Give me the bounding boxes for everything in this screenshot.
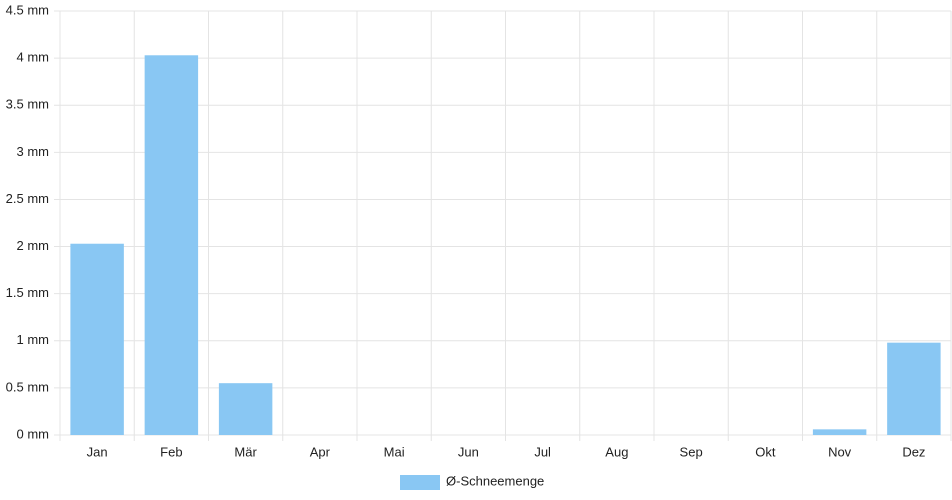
y-tick-label: 3 mm: [17, 144, 50, 159]
x-tick-label: Jan: [87, 444, 108, 459]
y-tick-label: 3.5 mm: [6, 97, 49, 112]
y-tick-label: 1.5 mm: [6, 285, 49, 300]
y-tick-label: 0.5 mm: [6, 379, 49, 394]
x-tick-label: Dez: [902, 444, 925, 459]
y-tick-label: 4 mm: [17, 50, 50, 65]
y-tick-label: 2 mm: [17, 238, 50, 253]
bar: [812, 429, 867, 435]
x-tick-label: Apr: [310, 444, 331, 459]
x-tick-label: Jun: [458, 444, 479, 459]
x-tick-label: Feb: [160, 444, 182, 459]
y-tick-label: 2.5 mm: [6, 191, 49, 206]
legend-label: Ø-Schneemenge: [446, 473, 544, 488]
y-tick-label: 1 mm: [17, 332, 50, 347]
x-tick-label: Jul: [534, 444, 551, 459]
bar: [218, 383, 273, 435]
y-tick-label: 0 mm: [17, 426, 50, 441]
x-tick-label: Nov: [828, 444, 852, 459]
y-tick-label: 4.5 mm: [6, 2, 49, 17]
x-tick-label: Mai: [384, 444, 405, 459]
bar: [70, 243, 124, 435]
bar: [887, 342, 941, 435]
bar: [144, 55, 199, 435]
x-tick-label: Mär: [234, 444, 257, 459]
x-tick-label: Aug: [605, 444, 628, 459]
x-tick-label: Sep: [680, 444, 703, 459]
x-tick-label: Okt: [755, 444, 776, 459]
legend-swatch: [400, 475, 440, 490]
